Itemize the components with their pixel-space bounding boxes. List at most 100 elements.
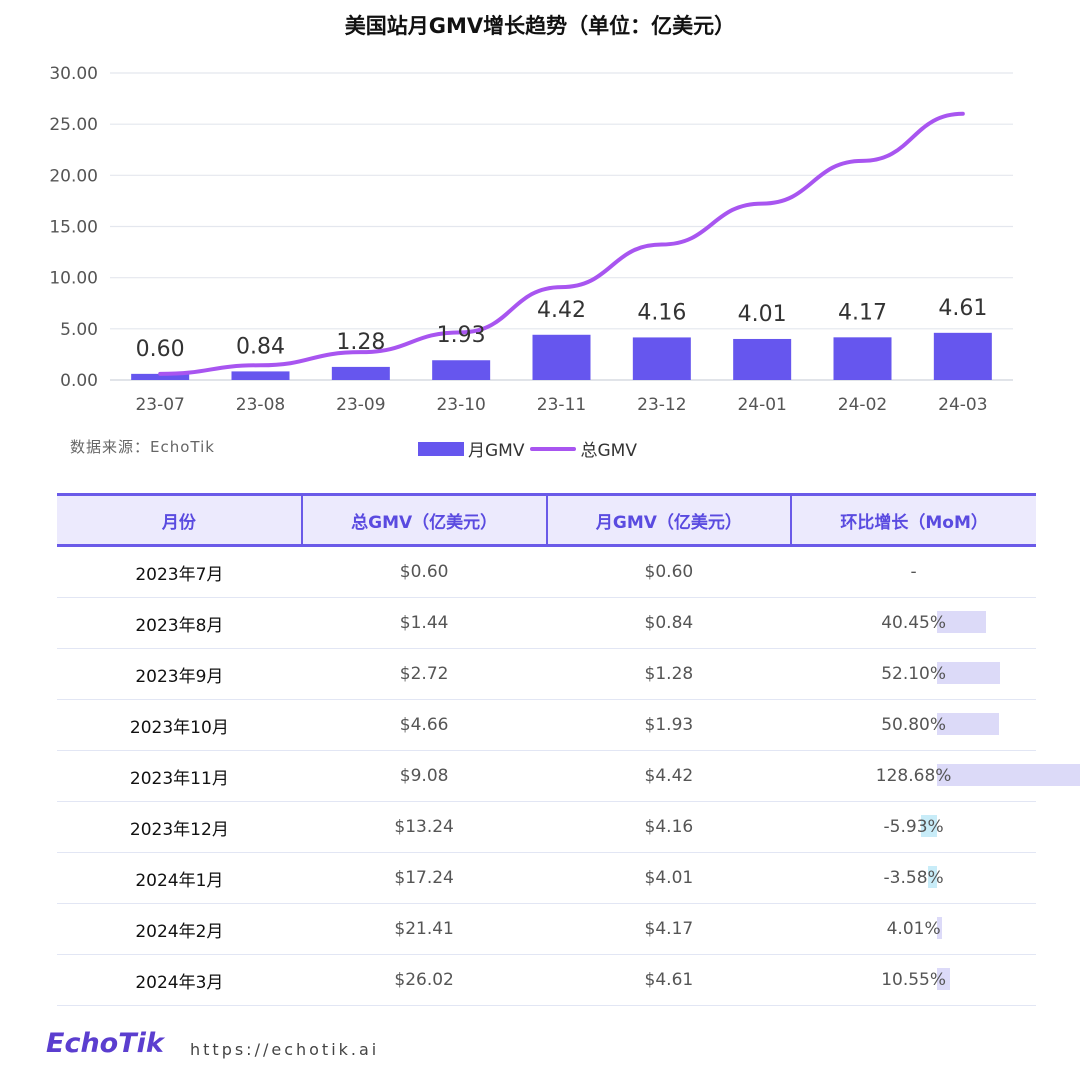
mom-cell: 52.10% — [791, 648, 1036, 700]
total-gmv-cell: $2.72 — [301, 648, 547, 700]
chart-title: 美国站月GMV增长趋势（单位：亿美元） — [344, 14, 736, 38]
bar-monthly-gmv — [331, 366, 390, 380]
mom-bar — [921, 815, 938, 837]
mom-bar — [937, 968, 951, 990]
line-total-gmv — [158, 111, 965, 376]
mom-bar — [937, 713, 999, 735]
monthly-gmv-cell: $4.01 — [546, 852, 792, 904]
month-cell: 2023年8月 — [57, 597, 302, 649]
total-gmv-cell: $1.44 — [301, 597, 547, 649]
mom-value: 4.01% — [886, 919, 941, 939]
bar-data-label: 1.93 — [437, 323, 486, 348]
x-tick-label: 23-08 — [236, 395, 285, 415]
monthly-gmv-cell: $0.60 — [546, 545, 792, 598]
y-tick-label: 10.00 — [49, 269, 98, 289]
total-gmv-cell: $0.60 — [301, 545, 547, 598]
mom-value: 10.55% — [881, 970, 947, 990]
y-tick-label: 0.00 — [60, 371, 98, 391]
mom-value: - — [910, 562, 917, 582]
month-cell: 2024年1月 — [57, 852, 302, 904]
mom-cell: - — [791, 545, 1036, 598]
mom-cell: 40.45% — [791, 597, 1036, 649]
month-cell: 2024年3月 — [57, 954, 302, 1006]
bar-data-label: 4.42 — [537, 298, 586, 323]
total-gmv-cell: $17.24 — [301, 852, 547, 904]
month-cell: 2023年10月 — [57, 699, 302, 751]
x-tick-label: 24-02 — [838, 395, 887, 415]
y-tick-label: 20.00 — [49, 166, 98, 186]
mom-bar — [927, 866, 938, 888]
monthly-gmv-cell: $4.17 — [546, 903, 792, 955]
y-tick-label: 30.00 — [49, 64, 98, 84]
mom-bar — [937, 611, 987, 633]
bar-data-label: 1.28 — [336, 330, 385, 355]
header-month: 月份 — [57, 493, 302, 547]
mom-bar — [937, 662, 1001, 684]
echotik-logo: EchoTik — [46, 1028, 164, 1059]
x-tick-label: 23-11 — [537, 395, 586, 415]
monthly-gmv-cell: $0.84 — [546, 597, 792, 649]
data-source-note: 数据来源：EchoTik — [70, 438, 215, 456]
x-tick-label: 23-07 — [135, 395, 184, 415]
monthly-gmv-cell: $1.93 — [546, 699, 792, 751]
bar-monthly-gmv — [733, 338, 792, 380]
bar-data-label: 4.16 — [637, 300, 686, 325]
month-cell: 2023年9月 — [57, 648, 302, 700]
total-gmv-cell: $21.41 — [301, 903, 547, 955]
mom-value: -3.58% — [883, 868, 944, 888]
table-row: 2023年11月 $9.08 $4.42 128.68% — [57, 750, 1080, 802]
chart-legend: 月GMV 总GMV — [418, 436, 637, 461]
monthly-gmv-cell: $4.42 — [546, 750, 792, 802]
x-tick-label: 23-09 — [336, 395, 385, 415]
table-row: 2024年1月 $17.24 $4.01 -3.58% — [57, 852, 1036, 904]
bar-data-label: 4.17 — [838, 300, 887, 325]
table-row: 2024年3月 $26.02 $4.61 10.55% — [57, 954, 1036, 1006]
bar-data-label: 0.60 — [136, 337, 185, 362]
bar-monthly-gmv — [131, 373, 190, 380]
header-total-gmv: 总GMV（亿美元） — [300, 493, 547, 547]
legend-bar-swatch — [418, 441, 464, 456]
header-monthly-gmv: 月GMV（亿美元） — [545, 493, 792, 547]
mom-value: 40.45% — [881, 613, 947, 633]
mom-cell: 10.55% — [791, 954, 1036, 1006]
header-mom: 环比增长（MoM） — [790, 493, 1036, 547]
legend-bar-label: 月GMV — [468, 441, 525, 461]
mom-value: 52.10% — [881, 664, 947, 684]
bar-monthly-gmv — [833, 337, 892, 380]
table-header-row: 月份 总GMV（亿美元） 月GMV（亿美元） 环比增长（MoM） — [57, 493, 1036, 547]
x-tick-label: 24-03 — [938, 395, 987, 415]
y-tick-label: 15.00 — [49, 218, 98, 238]
mom-cell: -5.93% — [791, 801, 1036, 853]
gmv-table: 月份 总GMV（亿美元） 月GMV（亿美元） 环比增长（MoM） 2023年7月… — [57, 493, 1080, 1006]
month-cell: 2023年7月 — [57, 545, 302, 598]
monthly-gmv-cell: $4.16 — [546, 801, 792, 853]
mom-value: 50.80% — [881, 715, 947, 735]
bar-monthly-gmv — [632, 337, 691, 380]
y-tick-label: 25.00 — [49, 115, 98, 135]
bar-data-label: 4.01 — [738, 302, 787, 327]
site-url[interactable]: https://echotik.ai — [190, 1040, 380, 1059]
table-row: 2024年2月 $21.41 $4.17 4.01% — [57, 903, 1036, 955]
table-row: 2023年7月 $0.60 $0.60- — [57, 545, 1036, 598]
bar-monthly-gmv — [532, 334, 591, 380]
legend-line-swatch — [530, 446, 577, 451]
monthly-gmv-cell: $1.28 — [546, 648, 792, 700]
table-row: 2023年9月 $2.72 $1.28 52.10% — [57, 648, 1036, 700]
bar-data-label: 0.84 — [236, 334, 285, 359]
mom-value: 128.68% — [875, 766, 952, 786]
month-cell: 2023年12月 — [57, 801, 302, 853]
mom-cell: -3.58% — [791, 852, 1036, 904]
gmv-combo-chart: 30.00 25.00 20.00 15.00 10.00 5.00 0.00 0.60 0.… — [49, 64, 1013, 415]
bar-data-label: 4.61 — [938, 296, 987, 321]
bar-monthly-gmv — [231, 371, 290, 380]
table-row: 2023年10月 $4.66 $1.93 50.80% — [57, 699, 1036, 751]
month-cell: 2023年11月 — [57, 750, 302, 802]
mom-bar — [937, 917, 943, 939]
mom-bar — [937, 764, 1080, 786]
x-tick-label: 23-12 — [637, 395, 686, 415]
month-cell: 2024年2月 — [57, 903, 302, 955]
table-row: 2023年12月 $13.24 $4.16 -5.93% — [57, 801, 1036, 853]
mom-cell: 50.80% — [791, 699, 1036, 751]
mom-cell: 4.01% — [791, 903, 1036, 955]
x-tick-label: 23-10 — [436, 395, 485, 415]
